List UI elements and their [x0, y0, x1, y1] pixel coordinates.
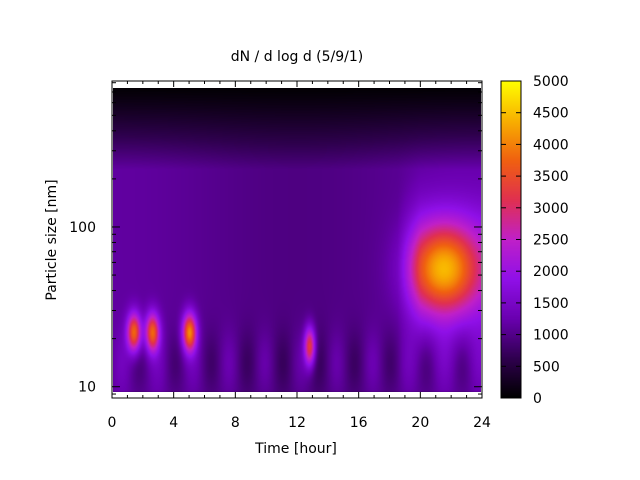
heatmap-plot-area [113, 88, 481, 392]
x-tick-label: 0 [108, 415, 117, 431]
x-tick-label: 20 [411, 415, 429, 431]
colorbar-tick-label: 0 [533, 391, 542, 407]
plot-frame [111, 80, 483, 399]
axis-ticks: 0 4 8 12 16 20 2410100050010001500200025003000… [69, 74, 568, 431]
colorbar-tick-label: 1500 [533, 296, 569, 312]
chart-title: dN / d log d (5/9/1) [231, 49, 364, 65]
colorbar-tick-label: 4000 [533, 137, 569, 153]
x-tick-label: 4 [169, 415, 178, 431]
y-axis-label: Particle size [nm] [44, 179, 60, 300]
colorbar [501, 81, 521, 398]
colorbar-tick-label: 500 [533, 359, 560, 375]
x-tick-label: 16 [350, 415, 368, 431]
colorbar-tick-label: 5000 [533, 74, 569, 90]
x-axis-label: Time [hour] [254, 441, 337, 457]
y-tick-label: 100 [69, 220, 96, 236]
colorbar-tick-label: 3500 [533, 169, 569, 185]
x-tick-label: 12 [288, 415, 306, 431]
y-tick-label: 10 [78, 380, 96, 396]
colorbar-tick-label: 4500 [533, 106, 569, 122]
colorbar-tick-label: 3000 [533, 201, 569, 217]
x-tick-label: 8 [231, 415, 240, 431]
colorbar-tick-label: 1000 [533, 328, 569, 344]
colorbar-tick-label: 2500 [533, 233, 569, 249]
colorbar-tick-label: 2000 [533, 264, 569, 280]
x-tick-label: 24 [473, 415, 491, 431]
